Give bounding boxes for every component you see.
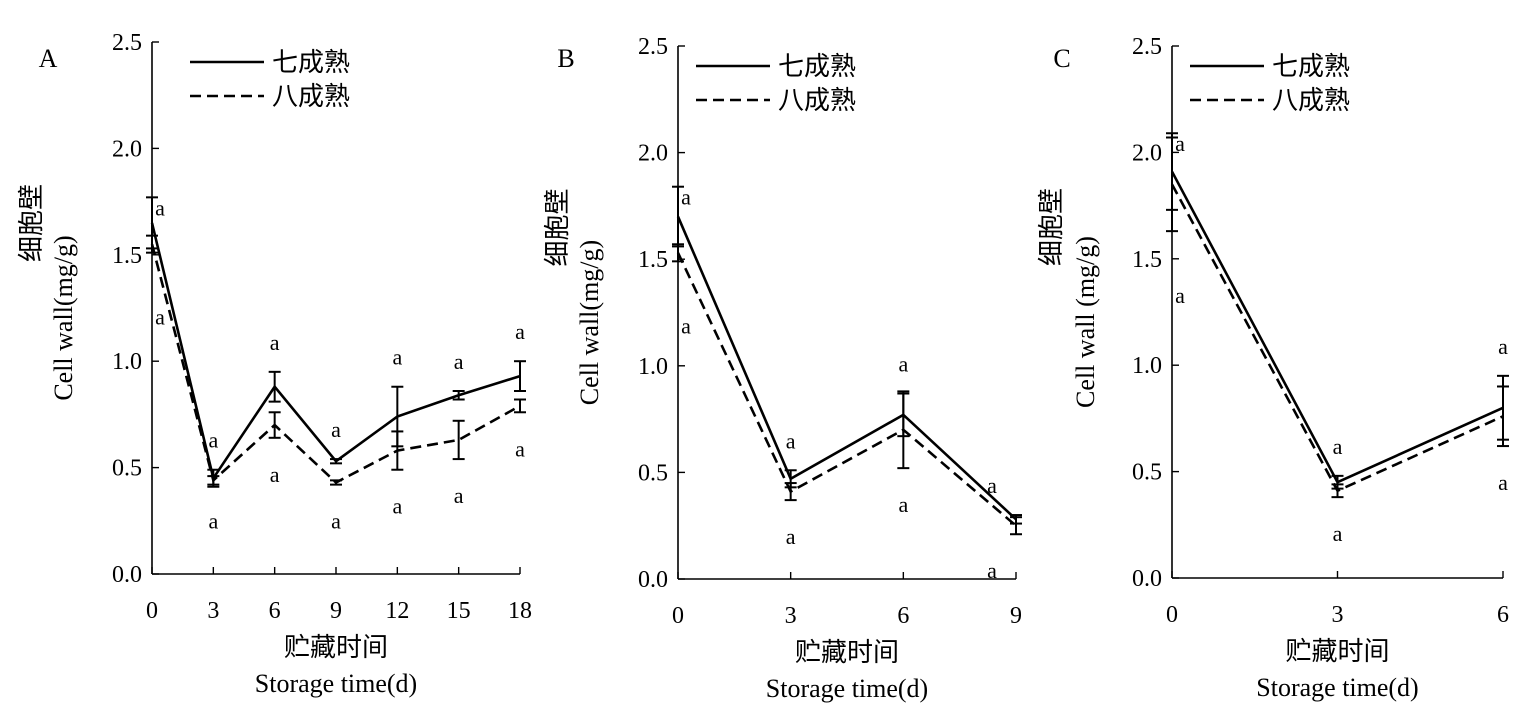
- series-line: [676, 216, 1017, 521]
- significance-label: a: [515, 436, 525, 461]
- panel-a: A 0.0 0.5 1.0 1.5 2.0 2.5 0 3 6 9 12 15 18 贮藏时间 Storag…: [17, 30, 532, 698]
- legend-label: 七成熟: [272, 48, 350, 77]
- x-tick-label: 0: [146, 598, 158, 624]
- y-tick-label: 2.5: [1132, 34, 1162, 60]
- x-tick-label: 18: [508, 598, 532, 624]
- y-tick-label: 0.5: [1132, 460, 1162, 486]
- significance-label: a: [454, 349, 464, 374]
- y-tick-label: 1.5: [638, 247, 668, 273]
- significance-label: a: [1175, 283, 1185, 308]
- panel-letter: A: [39, 44, 58, 73]
- significance-label: a: [1498, 470, 1508, 495]
- panel-letter: B: [557, 44, 574, 73]
- x-tick-label: 9: [1010, 603, 1022, 629]
- x-tick-label: 15: [447, 598, 471, 624]
- significance-label: a: [392, 494, 402, 519]
- significance-label: a: [786, 524, 796, 549]
- y-axis-title-cn: 细胞壁: [1037, 188, 1066, 266]
- significance-label: a: [454, 483, 464, 508]
- series-line: [676, 252, 1017, 527]
- significance-label: a: [155, 195, 165, 220]
- x-tick-label: 0: [672, 603, 684, 629]
- significance-label: a: [1333, 521, 1343, 546]
- x-axis-title-en: Storage time(d): [255, 669, 417, 698]
- panel-c: C 0.0 0.5 1.0 1.5 2.0 2.5 0 3 6 贮藏时间 Storage time(…: [1037, 34, 1509, 702]
- x-tick-label: 3: [785, 603, 797, 629]
- significance-label: a: [1498, 334, 1508, 359]
- x-tick-label: 3: [1332, 602, 1344, 628]
- y-tick-label: 2.0: [1132, 140, 1162, 166]
- legend-label: 八成熟: [1272, 86, 1350, 115]
- significance-label: a: [270, 330, 280, 355]
- legend-label: 八成熟: [272, 82, 350, 111]
- legend-label: 七成熟: [1272, 52, 1350, 81]
- x-tick-label: 3: [207, 598, 219, 624]
- y-tick-label: 2.5: [638, 34, 668, 60]
- significance-label: a: [392, 345, 402, 370]
- x-tick-label: 6: [897, 603, 909, 629]
- y-tick-label: 1.5: [1132, 247, 1162, 273]
- x-tick-label: 6: [269, 598, 281, 624]
- x-axis-title-cn: 贮藏时间: [1285, 637, 1389, 666]
- y-axis-title-en: Cell wall(mg/g): [49, 235, 78, 400]
- significance-label: a: [208, 428, 218, 453]
- significance-label: a: [898, 352, 908, 377]
- significance-label: a: [1175, 131, 1185, 156]
- y-tick-label: 0.0: [638, 567, 668, 593]
- y-tick-label: 0.0: [1132, 566, 1162, 592]
- x-axis-title-cn: 贮藏时间: [284, 633, 388, 662]
- significance-label: a: [331, 417, 341, 442]
- x-tick-label: 12: [385, 598, 409, 624]
- significance-label: a: [786, 428, 796, 453]
- significance-label: a: [515, 319, 525, 344]
- significance-label: a: [898, 492, 908, 517]
- x-tick-label: 6: [1497, 602, 1509, 628]
- y-tick-label: 1.0: [1132, 353, 1162, 379]
- panel-b: B 0.0 0.5 1.0 1.5 2.0 2.5 0 3 6 9 贮藏时间 Storage time…: [543, 34, 1022, 703]
- y-axis-title-cn: 细胞壁: [543, 188, 572, 266]
- y-tick-label: 2.5: [112, 30, 142, 56]
- legend-label: 八成熟: [778, 86, 856, 115]
- y-tick-label: 2.0: [638, 141, 668, 167]
- significance-label: a: [270, 462, 280, 487]
- significance-label: a: [987, 473, 997, 498]
- y-tick-label: 0.5: [638, 460, 668, 486]
- x-axis-title-en: Storage time(d): [766, 674, 928, 703]
- y-tick-label: 0.0: [112, 562, 142, 588]
- y-axis-title-cn: 细胞壁: [17, 184, 46, 262]
- y-tick-label: 2.0: [112, 136, 142, 162]
- significance-label: a: [208, 509, 218, 534]
- x-axis-title-en: Storage time(d): [1256, 673, 1418, 702]
- x-axis-title-cn: 贮藏时间: [795, 638, 899, 667]
- significance-label: a: [987, 558, 997, 583]
- y-axis-title-en: Cell wall(mg/g): [575, 240, 604, 405]
- series-line: [150, 243, 521, 485]
- x-tick-label: 9: [330, 598, 342, 624]
- significance-label: a: [681, 185, 691, 210]
- significance-label: a: [681, 313, 691, 338]
- y-tick-label: 1.5: [112, 243, 142, 269]
- y-tick-label: 0.5: [112, 456, 142, 482]
- y-tick-label: 1.0: [638, 354, 668, 380]
- significance-label: a: [1333, 434, 1343, 459]
- significance-label: a: [155, 305, 165, 330]
- y-tick-label: 1.0: [112, 349, 142, 375]
- legend-label: 七成熟: [778, 52, 856, 81]
- y-axis-title-en: Cell wall (mg/g): [1071, 236, 1100, 408]
- significance-label: a: [331, 509, 341, 534]
- panel-letter: C: [1053, 44, 1070, 73]
- x-tick-label: 0: [1166, 602, 1178, 628]
